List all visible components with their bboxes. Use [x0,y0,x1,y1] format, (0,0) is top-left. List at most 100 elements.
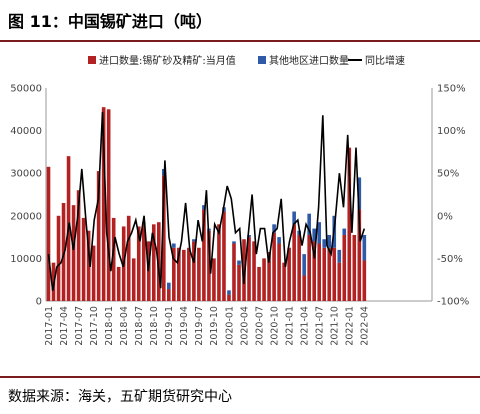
bar-series-1 [136,226,141,301]
bar-series-1 [111,217,116,301]
bar-series-2 [357,177,362,210]
bar-series-1 [126,215,131,301]
bar-series-1 [197,247,201,301]
bar-series-1 [207,230,211,301]
bar-series-1 [282,262,286,301]
left-tick-label: 10000 [10,254,42,265]
bar-series-1 [247,237,251,301]
bar-series-1 [242,239,246,301]
x-tick-label: 2017-10 [89,306,100,346]
bar-series-2 [322,239,327,248]
x-tick-label: 2018-07 [134,306,145,346]
bar-series-1 [327,247,332,301]
bar-series-1 [56,215,61,301]
bar-series-1 [46,166,51,301]
bar-series-1 [116,266,121,301]
bar-series-1 [212,258,216,301]
x-tick-label: 2022-04 [360,306,371,346]
right-tick-label: 0% [437,211,453,222]
bar-series-1 [202,209,206,301]
bar-series-1 [71,205,76,301]
x-tick-label: 2019-07 [194,306,205,346]
bar-series-1 [262,258,266,301]
bar-series-1 [61,203,66,301]
bar-series-1 [131,258,136,301]
legend-label-series-3: 同比增速 [365,54,405,67]
left-tick-label: 30000 [10,169,42,180]
right-tick-label: -50% [437,254,463,265]
bar-series-1 [347,147,352,301]
bar-series-1 [362,260,367,301]
bar-series-1 [86,230,91,301]
legend-label-series-1: 进口数量:锡矿砂及精矿:当月值 [99,54,236,67]
line-series-3 [47,111,366,291]
bar-series-1 [342,234,347,301]
bar-series-1 [272,232,276,301]
x-tick-label: 2022-01 [345,306,356,346]
x-tick-label: 2021-04 [299,306,310,346]
bar-series-1 [101,107,106,301]
bar-series-1 [167,289,171,301]
bar-series-2 [172,243,176,248]
bar-series-1 [76,190,81,301]
x-tick-label: 2017-01 [44,306,55,346]
x-tick-label: 2019-01 [164,306,175,346]
left-tick-label: 40000 [10,126,42,137]
x-tick-label: 2020-01 [224,306,235,346]
bar-series-2 [317,222,322,244]
right-tick-label: 150% [437,84,466,95]
x-tick-label: 2018-01 [104,306,115,346]
chart-title: 图 11：中国锡矿进口（吨） [8,12,212,31]
bar-series-1 [162,175,166,301]
x-tick-label: 2020-04 [239,306,250,346]
bar-series-1 [307,234,311,301]
bar-series-1 [357,209,362,301]
bar-series-1 [277,243,281,301]
bar-series-1 [257,266,261,301]
bar-series-1 [332,247,337,301]
x-tick-label: 2018-04 [119,306,130,346]
bar-series-2 [342,228,347,235]
bar-series-2 [272,224,276,233]
bar-series-1 [96,171,101,301]
bar-series-1 [156,222,161,301]
x-tick-label: 2021-07 [315,306,326,346]
source-rule [0,376,480,378]
bar-series-2 [362,234,367,261]
bar-series-1 [217,224,221,301]
bar-series-1 [91,245,96,301]
left-tick-label: 50000 [10,84,42,95]
bar-series-1 [302,275,306,301]
left-tick-label: 20000 [10,211,42,222]
chart-svg: 进口数量:锡矿砂及精矿:当月值 其他地区进口数量 同比增速 0 10000 20000 30… [10,54,469,346]
bar-series-1 [232,243,236,301]
bar-series-1 [227,294,231,301]
bar-series-1 [337,262,342,301]
legend-label-series-2: 其他地区进口数量 [269,54,349,67]
bar-series-2 [202,205,206,210]
bar-series-1 [141,222,146,301]
bar-series-1 [177,247,181,301]
x-tick-label: 2021-10 [330,306,341,346]
bar-series-1 [287,247,291,301]
bar-series-2 [302,254,306,276]
legend-swatch-series-2 [258,56,266,64]
bar-series-2 [227,290,231,295]
bar-series-1 [182,249,186,301]
x-tick-label: 2018-10 [149,306,160,346]
bar-series-2 [307,213,311,235]
x-tick-label: 2019-10 [209,306,220,346]
bar-series-2 [237,260,241,265]
right-tick-label: 100% [437,126,466,137]
x-tick-label: 2020-10 [269,306,280,346]
bar-series-1 [237,264,241,301]
x-tick-label: 2017-07 [74,306,85,346]
bar-series-2 [327,234,332,248]
bar-series-1 [187,247,191,301]
bar-series-2 [277,237,281,244]
right-tick-label: 50% [437,169,459,180]
bar-series-1 [267,252,271,301]
legend-swatch-series-1 [88,56,96,64]
bar-series-1 [222,211,226,301]
right-tick-label: -100% [437,297,469,308]
